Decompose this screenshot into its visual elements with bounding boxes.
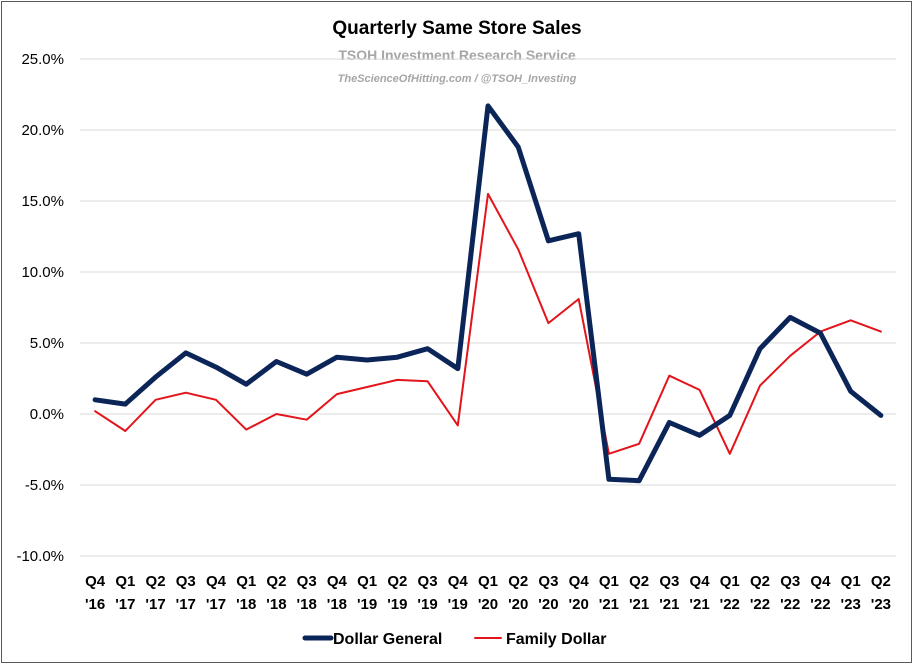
- x-tick-quarter: Q4: [85, 573, 106, 590]
- x-tick-year: '21: [629, 596, 649, 613]
- x-tick-quarter: Q2: [266, 573, 286, 590]
- legend-label-family-dollar: Family Dollar: [506, 631, 606, 648]
- x-tick-year: '18: [236, 596, 256, 613]
- x-tick-quarter: Q2: [629, 573, 649, 590]
- x-tick-year: '22: [810, 596, 830, 613]
- y-tick-label: 20.0%: [21, 122, 64, 139]
- y-tick-label: 0.0%: [30, 406, 64, 423]
- x-tick-year: '22: [720, 596, 740, 613]
- x-tick-quarter: Q2: [146, 573, 166, 590]
- x-tick-quarter: Q2: [387, 573, 407, 590]
- x-tick-year: '19: [387, 596, 407, 613]
- y-tick-label: 5.0%: [30, 335, 64, 352]
- gridlines: [80, 58, 896, 557]
- x-tick-quarter: Q1: [599, 573, 619, 590]
- x-tick-year: '17: [145, 596, 165, 613]
- x-tick-year: '19: [417, 596, 437, 613]
- x-tick-year: '20: [478, 596, 498, 613]
- x-tick-quarter: Q2: [871, 573, 891, 590]
- x-axis-ticks: Q4 '16 Q1 '17 Q2 '17 Q3 '17 Q4 '17 Q1 '18 Q2 '18 Q3 '18…: [85, 573, 891, 613]
- x-tick-year: '22: [750, 596, 770, 613]
- x-tick-year: '18: [266, 596, 286, 613]
- chart-title: Quarterly Same Store Sales: [332, 18, 581, 39]
- series-line-family-dollar: [94, 192, 882, 455]
- series-line-dollar-general: [92, 103, 884, 484]
- x-tick-year: '23: [871, 596, 891, 613]
- x-tick-quarter: Q3: [780, 573, 800, 590]
- x-tick-quarter: Q3: [176, 573, 196, 590]
- y-axis-ticks: 25.0% 20.0% 15.0% 10.0% 5.0% 0.0% -5.0% -10.0%: [16, 51, 64, 565]
- x-tick-year: '19: [448, 596, 468, 613]
- x-tick-quarter: Q1: [478, 573, 498, 590]
- chart-credit: TheScienceOfHitting.com / @TSOH_Investin…: [338, 73, 577, 85]
- x-tick-quarter: Q1: [115, 573, 135, 590]
- x-tick-year: '18: [327, 596, 347, 613]
- y-tick-label: 15.0%: [21, 193, 64, 210]
- y-tick-label: -10.0%: [16, 548, 64, 565]
- x-tick-year: '18: [297, 596, 317, 613]
- x-tick-year: '22: [780, 596, 800, 613]
- x-tick-quarter: Q1: [236, 573, 256, 590]
- x-tick-year: '19: [357, 596, 377, 613]
- x-tick-quarter: Q1: [357, 573, 377, 590]
- x-tick-year: '17: [176, 596, 196, 613]
- x-tick-year: '17: [206, 596, 226, 613]
- x-tick-quarter: Q1: [720, 573, 740, 590]
- x-tick-year: '17: [115, 596, 135, 613]
- x-tick-quarter: Q3: [659, 573, 679, 590]
- x-tick-quarter: Q4: [448, 573, 469, 590]
- chart-subtitle: TSOH Investment Research Service: [338, 47, 576, 63]
- x-tick-quarter: Q4: [810, 573, 831, 590]
- x-tick-quarter: Q4: [569, 573, 590, 590]
- x-tick-quarter: Q2: [750, 573, 770, 590]
- x-tick-quarter: Q4: [690, 573, 711, 590]
- x-tick-year: '21: [689, 596, 709, 613]
- x-tick-quarter: Q1: [841, 573, 861, 590]
- x-tick-year: '20: [538, 596, 558, 613]
- y-tick-label: 25.0%: [21, 51, 64, 68]
- series-lines: [92, 103, 884, 484]
- x-tick-year: '20: [569, 596, 589, 613]
- x-tick-quarter: Q3: [297, 573, 317, 590]
- x-tick-quarter: Q3: [538, 573, 558, 590]
- x-tick-year: '21: [599, 596, 619, 613]
- x-tick-year: '20: [508, 596, 528, 613]
- x-tick-quarter: Q4: [327, 573, 348, 590]
- x-tick-year: '16: [85, 596, 105, 613]
- y-tick-label: 10.0%: [21, 264, 64, 281]
- legend-label-dollar-general: Dollar General: [333, 631, 442, 648]
- x-tick-quarter: Q2: [508, 573, 528, 590]
- x-tick-year: '21: [659, 596, 679, 613]
- x-tick-year: '23: [841, 596, 861, 613]
- x-tick-quarter: Q4: [206, 573, 227, 590]
- x-tick-quarter: Q3: [418, 573, 438, 590]
- legend: Dollar General Family Dollar: [302, 631, 606, 648]
- y-tick-label: -5.0%: [25, 477, 64, 494]
